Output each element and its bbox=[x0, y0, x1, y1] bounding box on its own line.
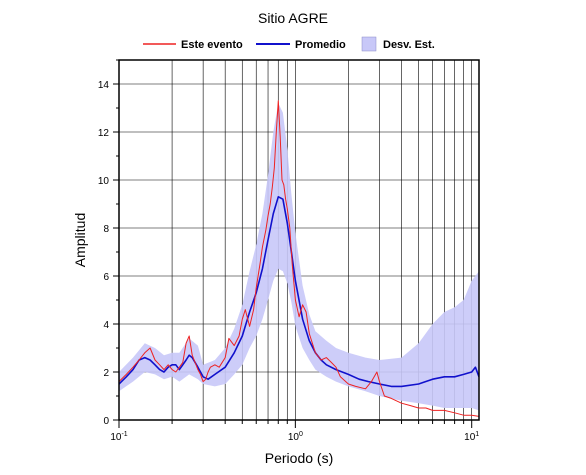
legend-label-promedio: Promedio bbox=[295, 39, 346, 51]
legend-swatch-desv-est bbox=[361, 36, 377, 52]
y-tick-label: 6 bbox=[103, 272, 109, 283]
promedio-line bbox=[119, 196, 479, 388]
std-dev-band bbox=[119, 103, 479, 411]
x-tick-label: 100 bbox=[288, 431, 303, 443]
mean-series bbox=[119, 196, 479, 388]
y-tick-label: 14 bbox=[98, 80, 110, 91]
legend-label-desv-est: Desv. Est. bbox=[383, 39, 435, 51]
legend-label-este-evento: Este evento bbox=[181, 39, 243, 51]
legend: Este evento Promedio Desv. Est. bbox=[143, 36, 435, 52]
ticks: 0 2 4 6 8 10 12 14 10-1 100 101 bbox=[98, 59, 479, 443]
std-dev-band-area bbox=[119, 103, 479, 411]
chart-title: Sitio AGRE bbox=[258, 10, 328, 26]
este-evento-line bbox=[119, 100, 479, 417]
y-tick-label: 8 bbox=[103, 224, 109, 235]
x-tick-label: 101 bbox=[464, 431, 479, 443]
y-tick-label: 4 bbox=[103, 320, 109, 331]
x-tick-label: 10-1 bbox=[110, 431, 127, 443]
plot-frame bbox=[118, 59, 480, 421]
y-axis-label: Amplitud bbox=[72, 213, 88, 267]
y-tick-label: 0 bbox=[103, 416, 109, 427]
y-tick-label: 10 bbox=[98, 176, 110, 187]
event-series bbox=[119, 100, 479, 417]
x-axis-label: Periodo (s) bbox=[265, 450, 333, 466]
y-tick-label: 12 bbox=[98, 128, 110, 139]
y-tick-label: 2 bbox=[103, 368, 109, 379]
